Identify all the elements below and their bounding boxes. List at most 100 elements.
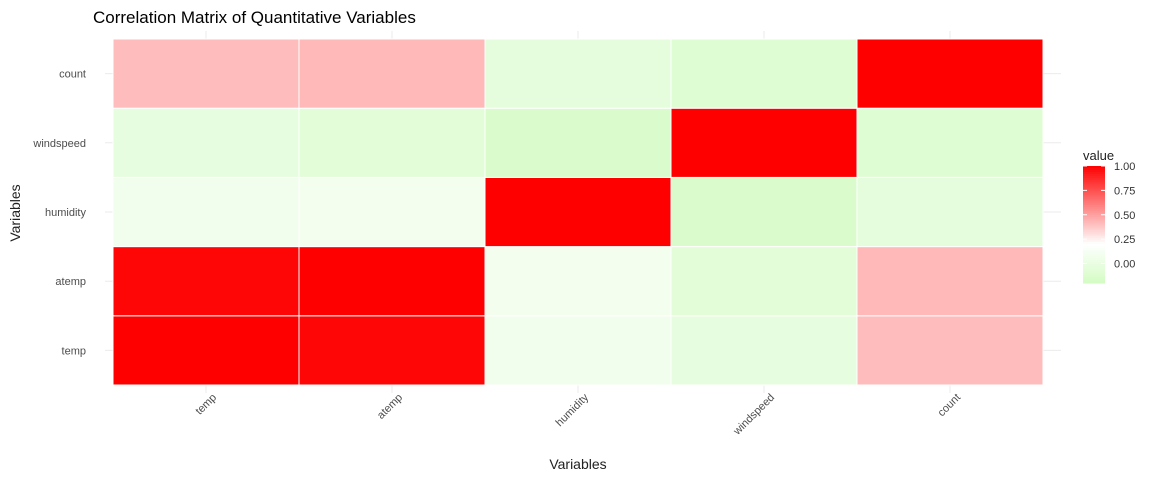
heatmap-cell-windspeed-temp bbox=[112, 107, 300, 178]
legend-gradient-segment bbox=[1083, 230, 1105, 233]
legend-tick-label: 0.75 bbox=[1114, 185, 1135, 197]
heatmap-cell-count-humidity bbox=[484, 38, 672, 109]
legend-gradient-segment bbox=[1083, 271, 1105, 274]
chart-title: Correlation Matrix of Quantitative Varia… bbox=[93, 8, 416, 27]
x-tick-label: temp bbox=[193, 392, 219, 418]
legend-gradient-segment bbox=[1083, 228, 1105, 231]
legend-gradient-segment bbox=[1083, 232, 1105, 235]
legend-gradient-segment bbox=[1083, 234, 1105, 237]
legend-gradient-segment bbox=[1083, 203, 1105, 206]
heatmap-cell-humidity-count bbox=[856, 176, 1044, 248]
legend-gradient-segment bbox=[1083, 193, 1105, 196]
legend-gradient-segment bbox=[1083, 197, 1105, 200]
heatmap-cell-humidity-humidity bbox=[484, 176, 672, 248]
x-tick-label: atemp bbox=[375, 392, 405, 422]
legend-gradient-segment bbox=[1083, 183, 1105, 187]
legend-gradient-segment bbox=[1083, 279, 1105, 282]
y-tick-labels: temp atemp humidity windspeed count bbox=[32, 69, 86, 358]
heatmap-cell-atemp-humidity bbox=[484, 246, 672, 317]
heatmap-cell-temp-temp bbox=[112, 315, 300, 386]
heatmap-cell-count-windspeed bbox=[670, 38, 858, 109]
legend-gradient-segment bbox=[1083, 166, 1105, 169]
legend-gradient-segment bbox=[1083, 169, 1105, 173]
legend-gradient-segment bbox=[1083, 236, 1105, 239]
legend-gradient-segment bbox=[1083, 244, 1105, 247]
legend-gradient-segment bbox=[1083, 171, 1105, 175]
legend-gradient-segment bbox=[1083, 277, 1105, 280]
heatmap-cell-count-count bbox=[856, 38, 1044, 109]
legend-gradient-segment bbox=[1083, 195, 1105, 198]
legend-gradient-segment bbox=[1083, 185, 1105, 189]
legend-gradient-segment bbox=[1083, 226, 1105, 229]
legend-gradient-segment bbox=[1083, 189, 1105, 192]
legend-gradient-segment bbox=[1083, 206, 1105, 210]
legend-gradient-segment bbox=[1083, 216, 1105, 220]
heatmap-cell-atemp-count bbox=[856, 246, 1044, 317]
legend-gradient-segment bbox=[1083, 245, 1105, 249]
legend-gradient-segment bbox=[1083, 179, 1105, 183]
legend-gradient-segment bbox=[1083, 259, 1105, 263]
y-tick-label: temp bbox=[62, 345, 86, 357]
legend-tick-label: 0.00 bbox=[1114, 259, 1135, 271]
legend-gradient-segment bbox=[1083, 269, 1105, 272]
legend-gradient-segment bbox=[1083, 267, 1105, 270]
heatmap-cell-temp-atemp bbox=[298, 315, 486, 386]
heatmap-cells bbox=[112, 38, 1044, 386]
heatmap-cell-atemp-temp bbox=[112, 246, 300, 317]
legend-tick-label: 0.25 bbox=[1114, 234, 1135, 246]
legend-gradient-segment bbox=[1083, 205, 1105, 208]
x-tick-labels: temp atemp humidity windspeed count bbox=[193, 391, 963, 438]
legend-gradient-segment bbox=[1083, 257, 1105, 261]
x-axis-title: Variables bbox=[549, 456, 606, 472]
legend-gradient-segment bbox=[1083, 238, 1105, 241]
heatmap-cell-temp-count bbox=[856, 315, 1044, 386]
legend-gradient-segment bbox=[1083, 273, 1105, 276]
legend-gradient-segment bbox=[1083, 220, 1105, 224]
heatmap-cell-count-atemp bbox=[298, 38, 486, 109]
legend-gradient-segment bbox=[1083, 265, 1105, 268]
heatmap-cell-temp-humidity bbox=[484, 315, 672, 386]
y-tick-label: humidity bbox=[45, 207, 86, 219]
legend-gradient-segment bbox=[1083, 242, 1105, 245]
legend-gradient-segment bbox=[1083, 224, 1105, 228]
heatmap-cell-windspeed-humidity bbox=[484, 107, 672, 178]
legend-gradient-segment bbox=[1083, 251, 1105, 255]
heatmap-cell-atemp-atemp bbox=[298, 246, 486, 317]
legend-tick-label: 1.00 bbox=[1114, 161, 1135, 173]
heatmap-cell-temp-windspeed bbox=[670, 315, 858, 386]
legend-gradient-segment bbox=[1083, 263, 1105, 267]
legend-gradient-segment bbox=[1083, 181, 1105, 185]
heatmap-cell-humidity-temp bbox=[112, 176, 300, 248]
legend-gradient-segment bbox=[1083, 201, 1105, 204]
heatmap-cell-atemp-windspeed bbox=[670, 246, 858, 317]
legend-gradient-segment bbox=[1083, 214, 1105, 218]
legend-gradient-segment bbox=[1083, 275, 1105, 278]
x-tick-label: humidity bbox=[554, 391, 592, 429]
legend-gradient-segment bbox=[1083, 222, 1105, 226]
heatmap-cell-windspeed-atemp bbox=[298, 107, 486, 178]
heatmap-cell-humidity-atemp bbox=[298, 176, 486, 248]
legend-gradient-segment bbox=[1083, 187, 1105, 190]
legend-gradient-segment bbox=[1083, 177, 1105, 181]
color-legend: value 1.00 0.75 0.50 0.25 0.00 bbox=[1083, 148, 1135, 284]
x-tick-label: count bbox=[936, 392, 964, 420]
legend-gradient-segment bbox=[1083, 167, 1105, 171]
heatmap-cell-windspeed-count bbox=[856, 107, 1044, 178]
heatmap-cell-count-temp bbox=[112, 38, 300, 109]
legend-gradient-segment bbox=[1083, 253, 1105, 257]
legend-gradient-segment bbox=[1083, 210, 1105, 214]
legend-gradient-segment bbox=[1083, 199, 1105, 202]
legend-gradient-segment bbox=[1083, 175, 1105, 179]
legend-gradient-segment bbox=[1083, 218, 1105, 222]
legend-gradient-segment bbox=[1083, 255, 1105, 259]
legend-gradient-segment bbox=[1083, 261, 1105, 265]
legend-gradient-segment bbox=[1083, 240, 1105, 243]
heatmap-cell-humidity-windspeed bbox=[670, 176, 858, 248]
legend-gradient-segment bbox=[1083, 212, 1105, 216]
legend-title: value bbox=[1083, 148, 1114, 163]
legend-gradient-segment bbox=[1083, 247, 1105, 251]
legend-gradient-segment bbox=[1083, 281, 1105, 284]
legend-gradient-segment bbox=[1083, 249, 1105, 253]
legend-gradient-segment bbox=[1083, 191, 1105, 194]
